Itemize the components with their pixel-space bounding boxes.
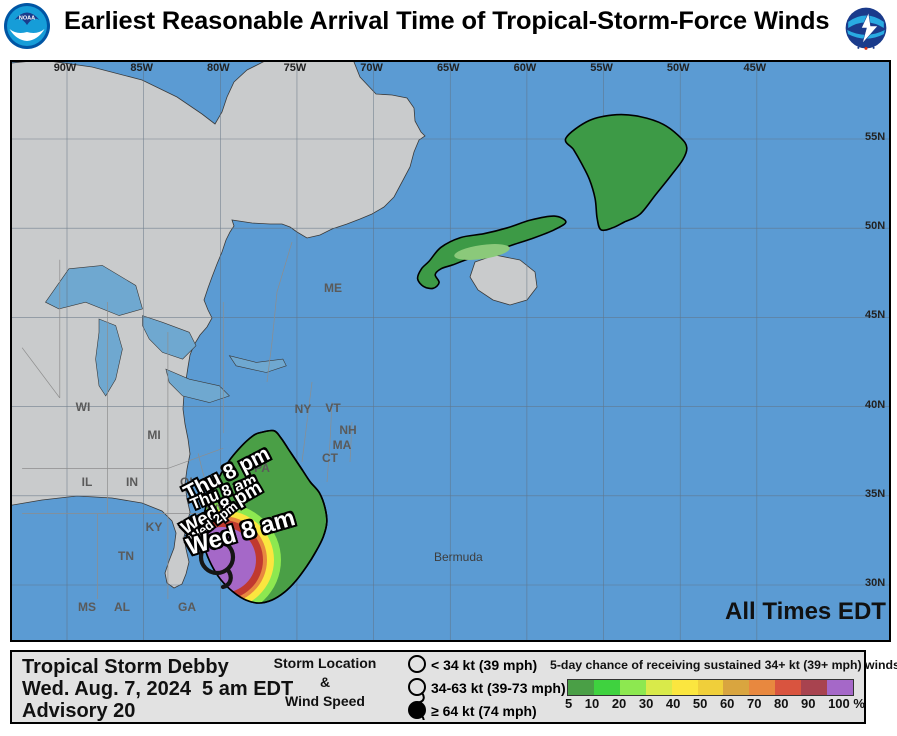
svg-text:34-63 kt (39-73 mph): 34-63 kt (39-73 mph) (431, 680, 566, 696)
svg-text:≥ 64 kt (74 mph): ≥ 64 kt (74 mph) (431, 703, 537, 719)
svg-text:< 34 kt (39 mph): < 34 kt (39 mph) (431, 657, 537, 673)
